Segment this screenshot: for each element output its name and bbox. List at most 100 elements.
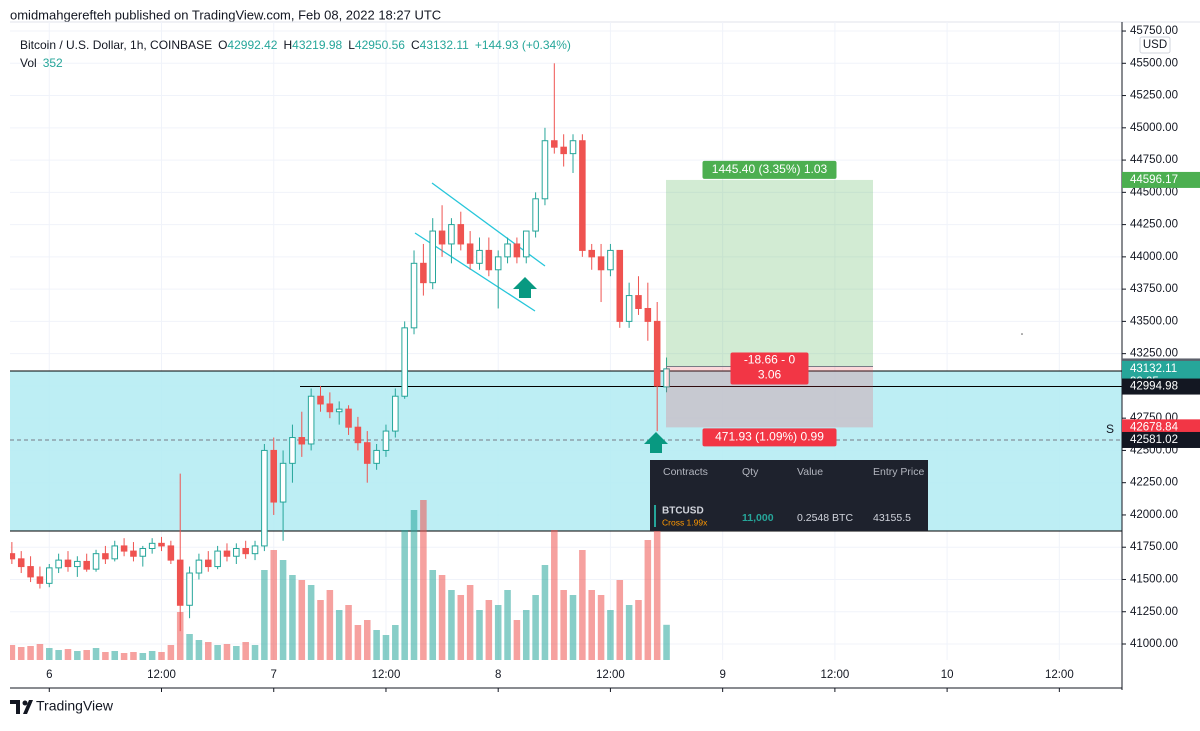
volume-bar (204, 642, 212, 660)
y-tick-label: 43500.00 (1130, 315, 1178, 327)
volume-pane (10, 500, 670, 660)
arrow (513, 277, 537, 298)
candle-body (74, 560, 81, 568)
volume-bar (382, 635, 390, 660)
legend: Bitcoin / U.S. Dollar, 1h, COINBASE O4299… (20, 38, 571, 52)
volume-bar (354, 625, 362, 660)
y-tick-label: 42000.00 (1130, 509, 1178, 521)
volume-bar (83, 650, 90, 660)
volume-bar (448, 590, 455, 660)
overlay: 1445.40 (3.35%) 1.03 -18.66 - 03.06 471.93… (666, 160, 873, 447)
volume-bar (653, 530, 661, 660)
panel-header: Contracts (663, 466, 708, 478)
candle-body (92, 553, 100, 570)
currency: USD (1143, 39, 1167, 51)
candle-body (504, 243, 511, 258)
x-tick-label: 12:00 (147, 669, 176, 681)
y-tick-label: 42250.00 (1130, 477, 1178, 489)
panel-entry: 43155.5 (873, 512, 911, 524)
x-tick-label: 8 (495, 669, 501, 681)
candle-body (64, 559, 72, 568)
o-value: 42992.42 (227, 38, 277, 52)
candle-body (46, 567, 53, 584)
h-value: 43219.98 (292, 38, 342, 52)
candle-body (466, 243, 474, 264)
volume-bar (485, 600, 493, 660)
publisher: omidmahgerefteh published on TradingView… (10, 7, 441, 22)
candle-body (270, 449, 278, 503)
volume-bar (466, 585, 474, 660)
volume-bar (223, 644, 231, 660)
volume-bar (420, 500, 427, 660)
candle-body (148, 542, 156, 550)
l-value: 42950.56 (355, 38, 405, 52)
candle-body (204, 559, 212, 568)
y-tick-label: 45250.00 (1130, 90, 1178, 102)
panel-leverage: Cross 1.99x (662, 517, 708, 527)
x-tick-label: 9 (719, 669, 725, 681)
dot (1021, 333, 1023, 335)
candle-body (438, 230, 446, 245)
panel-symbol: BTCUSD (662, 506, 704, 517)
panel-header: Value (797, 466, 823, 478)
candle-body (635, 295, 642, 309)
volume-bar (541, 565, 549, 660)
candle-body (251, 545, 259, 555)
volume-bar (307, 585, 315, 660)
candle-body (420, 262, 427, 284)
volume-bar (335, 610, 343, 660)
volume-bar (242, 642, 249, 660)
change: +144.93 (+0.34%) (475, 38, 571, 52)
price-tag-label: 44596.17 (1130, 174, 1178, 186)
volume-bar (148, 651, 156, 660)
x-tick-label: 10 (941, 669, 954, 681)
price-tag-label: 42678.84 (1130, 421, 1179, 433)
candle-body (223, 550, 231, 557)
y-tick-label: 45000.00 (1130, 122, 1178, 134)
x-tick-label: 12:00 (596, 669, 625, 681)
candle-body (83, 560, 90, 570)
vol-legend: Vol 352 (20, 56, 63, 70)
volume-bar (74, 651, 81, 660)
target-zone (666, 179, 873, 367)
candle-body (158, 542, 165, 547)
candle-body (186, 572, 193, 606)
volume-bar (532, 595, 539, 660)
volume-bar (317, 600, 324, 660)
volume-bar (279, 560, 287, 660)
vol-label: Vol (20, 56, 37, 70)
volume-bar (569, 595, 577, 660)
candle-body (307, 395, 315, 445)
candle-body (167, 545, 175, 561)
candle-body (130, 550, 137, 557)
price-tag (1122, 171, 1200, 188)
candle-body (522, 230, 530, 258)
candle-body (644, 307, 652, 322)
candle-body (10, 553, 16, 560)
panel-accent (654, 505, 656, 527)
l-label: L (348, 38, 355, 52)
candle-body (476, 249, 483, 264)
candle-body (541, 140, 549, 200)
candle-body (663, 368, 670, 388)
candle-body (513, 243, 521, 258)
candle-body (373, 449, 380, 464)
volume-bar (36, 644, 44, 660)
title: Bitcoin / U.S. Dollar, 1h, COINBASE (20, 38, 212, 52)
y-tick-label: 41000.00 (1130, 638, 1178, 650)
vol-value: 352 (43, 56, 63, 70)
volume-bar (616, 580, 624, 660)
target-label: 1445.40 (3.35%) 1.03 (712, 162, 828, 176)
y-tick-label: 43750.00 (1130, 283, 1178, 295)
o-label: O (218, 38, 227, 52)
volume-bar (625, 605, 633, 660)
candle-body (242, 548, 249, 555)
volume-bar (139, 653, 147, 660)
price-tag-label: 42994.98 (1130, 381, 1178, 393)
candle-body (607, 249, 614, 271)
volume-bar (644, 540, 652, 660)
volume-bar (457, 595, 465, 660)
price-tag (1122, 419, 1200, 436)
